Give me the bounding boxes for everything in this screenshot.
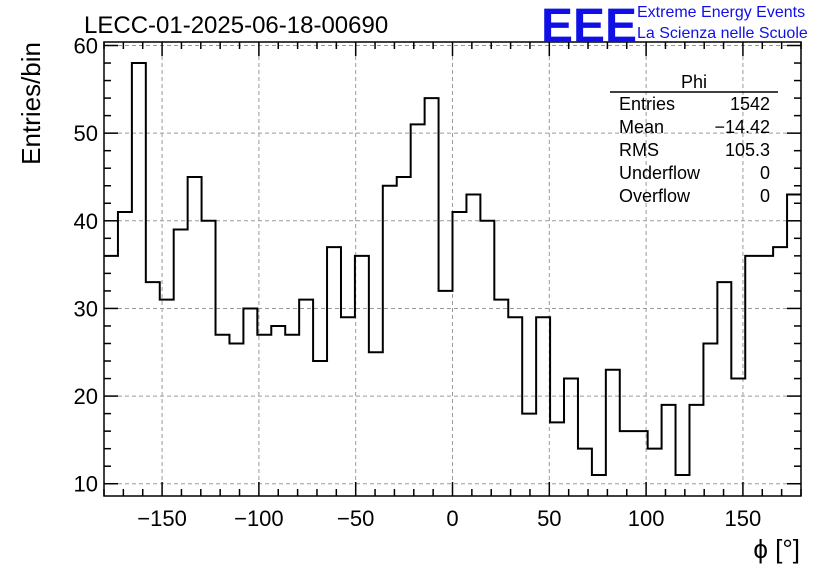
logo-line-1: Extreme Energy Events bbox=[637, 4, 805, 21]
plot-frame bbox=[103, 41, 802, 497]
y-tick-label: 60 bbox=[74, 34, 98, 59]
x-tick-label: 100 bbox=[628, 506, 665, 531]
x-tick-label: 150 bbox=[725, 506, 762, 531]
stats-label: RMS bbox=[619, 140, 659, 160]
stats-value: 1542 bbox=[730, 94, 770, 114]
x-tick-labels: −150 −100 −50 0 50 100 150 bbox=[137, 506, 761, 531]
stats-label: Entries bbox=[619, 94, 675, 114]
logo-mark: EEE bbox=[541, 0, 637, 53]
x-tick-label: −50 bbox=[337, 506, 374, 531]
x-axis-title: ϕ [°] bbox=[753, 534, 800, 564]
histogram-series bbox=[104, 62, 801, 476]
stats-label: Underflow bbox=[619, 163, 701, 183]
y-tick-label: 30 bbox=[74, 296, 98, 321]
y-axis-ticks bbox=[104, 44, 801, 485]
eee-logo: EEE Extreme Energy Events La Scienza nel… bbox=[541, 0, 808, 53]
stats-box: Phi Entries 1542 Mean −14.42 RMS 105.3 Underfl… bbox=[610, 72, 778, 206]
stats-title: Phi bbox=[681, 72, 707, 92]
y-tick-label: 10 bbox=[74, 472, 98, 497]
y-tick-label: 50 bbox=[74, 121, 98, 146]
x-tick-label: −100 bbox=[234, 506, 284, 531]
x-tick-label: −150 bbox=[137, 506, 187, 531]
x-tick-label: 0 bbox=[446, 506, 458, 531]
stats-rows: Entries 1542 Mean −14.42 RMS 105.3 Underflow 0 O… bbox=[619, 94, 770, 206]
logo-line-2: La Scienza nelle Scuole bbox=[637, 25, 808, 42]
y-tick-label: 40 bbox=[74, 209, 98, 234]
y-tick-labels: 10 20 30 40 50 60 bbox=[74, 34, 98, 497]
stats-value: 0 bbox=[760, 186, 770, 206]
stats-value: 0 bbox=[760, 163, 770, 183]
chart-title: LECC-01-2025-06-18-00690 bbox=[84, 12, 388, 39]
stats-label: Mean bbox=[619, 117, 664, 137]
stats-value: −14.42 bbox=[714, 117, 770, 137]
stats-label: Overflow bbox=[619, 186, 691, 206]
y-axis-title: Entries/bin bbox=[16, 42, 46, 165]
stats-value: 105.3 bbox=[725, 140, 770, 160]
x-tick-label: 50 bbox=[537, 506, 561, 531]
y-tick-label: 20 bbox=[74, 384, 98, 409]
